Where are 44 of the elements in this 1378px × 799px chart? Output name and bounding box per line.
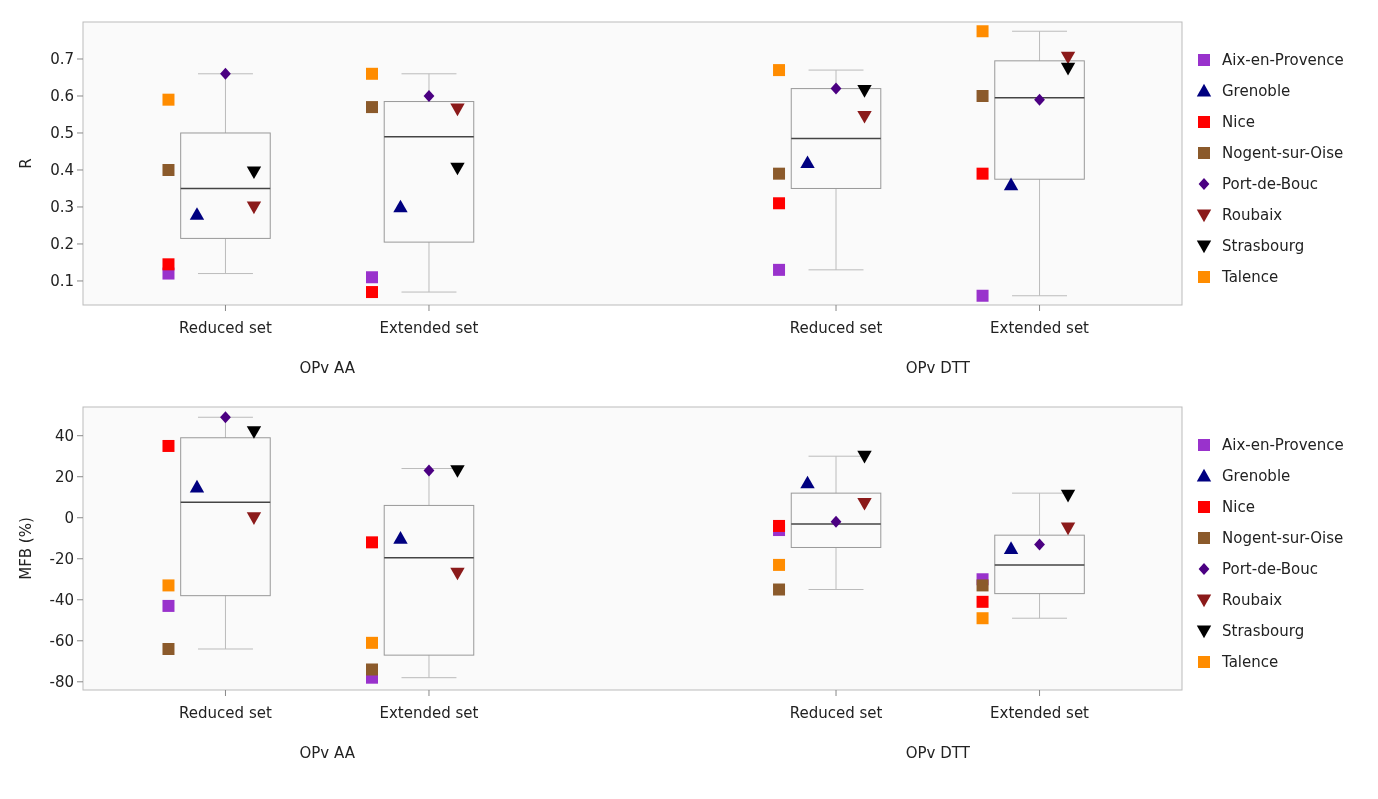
x-tick-label: Reduced set [179,319,272,337]
y-tick-label: 0.4 [50,161,74,180]
y-tick-label: 40 [54,426,74,445]
legend-label: Nice [1222,498,1255,517]
y-tick-label: 0.2 [50,235,74,254]
y-tick-label: -40 [49,591,74,610]
legend-label: Strasbourg [1222,622,1305,641]
y-tick-label: 20 [54,467,74,486]
legend-label: Nogent-sur-Oise [1222,529,1344,548]
legend-label: Port-de-Bouc [1222,560,1318,579]
x-tick-label: Extended set [990,704,1090,722]
text: OPv AA [299,744,356,762]
x-tick-label: Extended set [990,319,1090,337]
text: OPv AA [299,359,356,377]
y-tick-label: 0.3 [50,198,74,217]
x-tick-label: Reduced set [789,704,883,722]
legend-label: Strasbourg [1222,237,1305,256]
legend-label: Grenoble [1222,82,1291,101]
x-tick-label: Extended set [379,704,479,722]
legend-label: Talence [1221,653,1279,672]
y-axis-title: R [17,158,35,169]
y-tick-label: 0.7 [50,50,74,69]
y-tick-label: 0 [64,508,74,527]
legend-label: Talence [1221,268,1279,287]
y-tick-label: 0.5 [50,124,74,143]
legend-label: Nogent-sur-Oise [1222,144,1344,163]
legend-label: Port-de-Bouc [1222,175,1318,194]
y-tick-label: -20 [49,550,74,568]
text: OPv DTT [905,744,971,762]
legend-label: Nice [1222,113,1255,132]
legend-label: Grenoble [1222,467,1291,486]
legend-label: Aix-en-Provence [1222,51,1344,70]
x-tick-label: Reduced set [179,704,272,722]
y-tick-label: 0.1 [50,272,74,291]
legend-label: Aix-en-Provence [1222,436,1344,455]
x-tick-label: Extended set [379,319,479,337]
x-tick-label: Reduced set [789,319,883,337]
legend-label: Roubaix [1222,206,1283,225]
text: OPv DTT [905,359,971,377]
y-tick-label: -60 [49,632,74,651]
y-tick-label: -80 [49,673,74,692]
legend-label: Roubaix [1222,591,1283,610]
y-axis-title: MFB (%) [17,517,35,580]
y-tick-label: 0.6 [50,87,74,106]
